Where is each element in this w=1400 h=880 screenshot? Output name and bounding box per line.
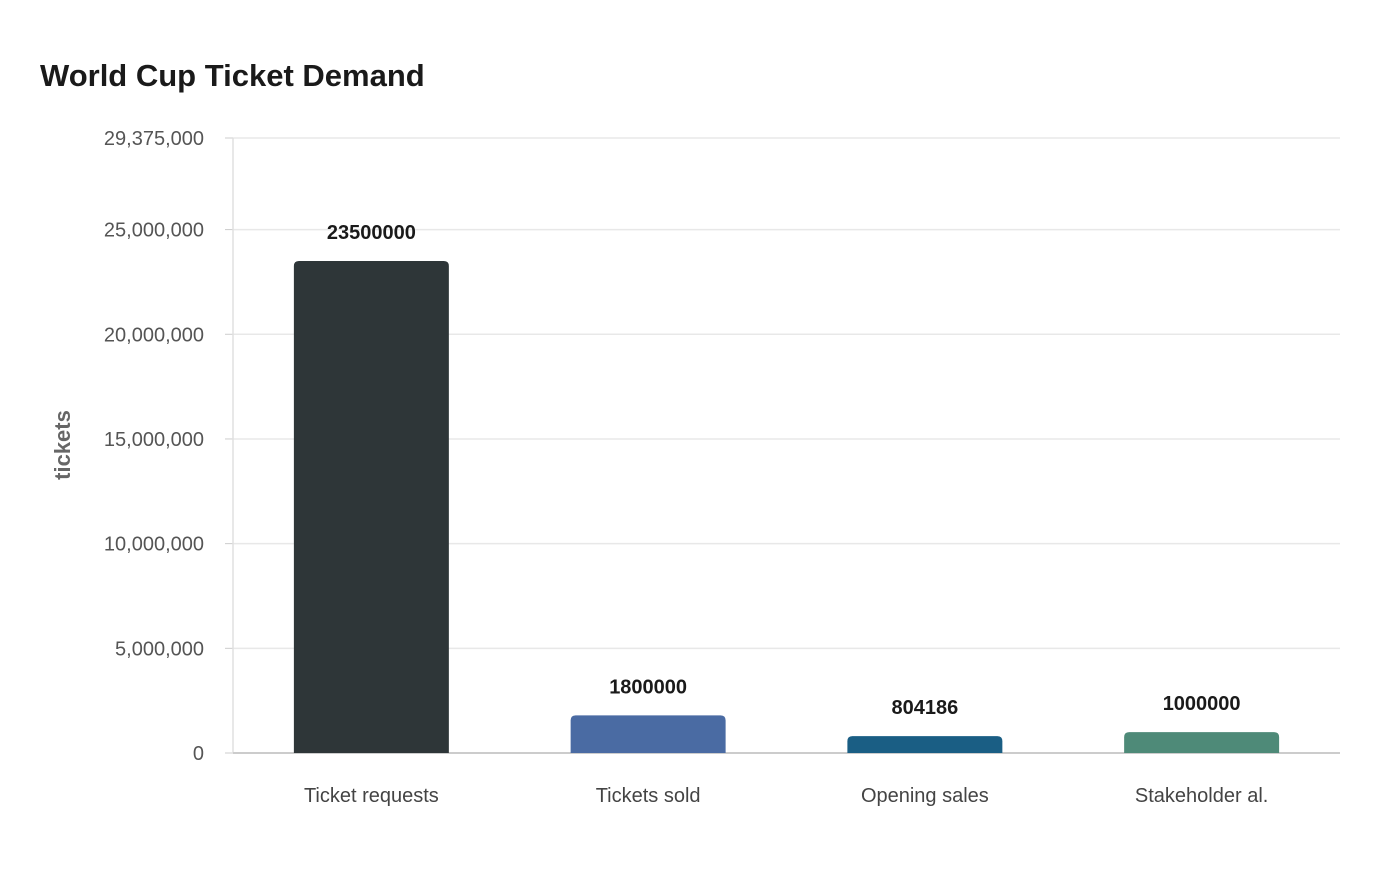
y-tick-label: 25,000,000 xyxy=(104,220,204,242)
y-tick-label: 0 xyxy=(193,743,204,765)
y-axis-title: tickets xyxy=(50,410,75,480)
data-label: 1000000 xyxy=(1163,693,1241,715)
x-tick-label: Stakeholder al. xyxy=(1135,785,1268,807)
x-tick-label: Opening sales xyxy=(861,785,989,807)
y-tick-label: 10,000,000 xyxy=(104,534,204,556)
y-tick-label: 29,375,000 xyxy=(104,128,204,150)
chart-title: World Cup Ticket Demand xyxy=(40,58,425,93)
y-tick-label: 20,000,000 xyxy=(104,324,204,346)
y-tick-label: 5,000,000 xyxy=(115,638,204,660)
data-label: 1800000 xyxy=(609,676,687,698)
bar xyxy=(293,261,449,753)
data-label: 804186 xyxy=(892,697,959,719)
bars xyxy=(293,261,1280,753)
labels: 0 5,000,000 10,000,000 15,000,000 20,000,000… xyxy=(104,128,1268,807)
x-tick-label: Ticket requests xyxy=(304,785,439,807)
bar xyxy=(570,715,726,753)
data-label: 23500000 xyxy=(327,222,416,244)
x-tick-label: Tickets sold xyxy=(596,785,701,807)
bar xyxy=(1124,732,1280,753)
y-tick-label: 15,000,000 xyxy=(104,429,204,451)
bar xyxy=(847,736,1003,753)
